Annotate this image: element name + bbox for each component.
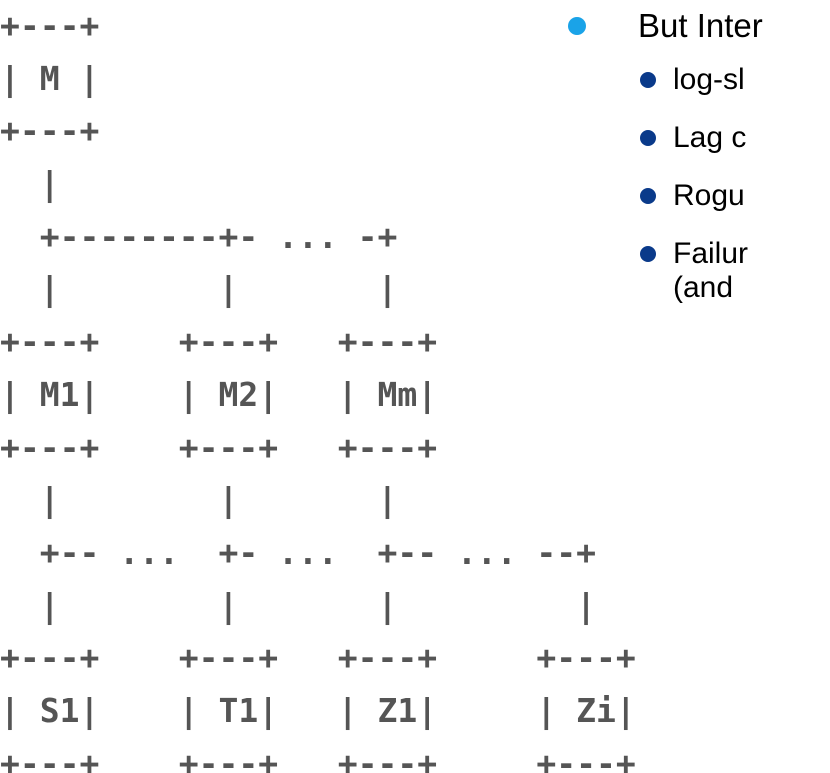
diagram-line: +--------+- ... -+: [0, 216, 398, 256]
main-bullet: But Inter: [568, 6, 763, 46]
sub-bullet-item: Lag c: [568, 121, 763, 155]
diagram-line: |: [0, 164, 60, 204]
diagram-line: | S1| | T1| | Z1| | Zi|: [0, 690, 636, 730]
diagram-line: | | |: [0, 269, 398, 309]
diagram-line: +---+: [0, 6, 100, 45]
diagram-line: | M1| | M2| | Mm|: [0, 374, 438, 414]
diagram-line: | | | |: [0, 585, 597, 625]
diagram-line: +---+ +---+ +---+: [0, 427, 438, 467]
sub-bullet-item: Rogu: [568, 179, 763, 213]
ascii-hierarchy-diagram: +---+ | M | +---+ | +--------+- ... -+ | |…: [0, 6, 636, 773]
diagram-line: +---+ +---+ +---+ +---+: [0, 743, 636, 773]
bullet-list: But Inter log-sl Lag c Rogu Failur (and: [568, 6, 763, 329]
sub-bullet-dot-icon: [640, 246, 656, 262]
sub-bullet-list: log-sl Lag c Rogu Failur (and: [568, 63, 763, 305]
diagram-line: +---+ +---+ +---+: [0, 322, 438, 362]
diagram-line: +---+ +---+ +---+ +---+: [0, 638, 636, 678]
sub-bullet-text: Lag c: [673, 121, 747, 154]
sub-bullet-continuation: (and: [673, 271, 734, 304]
sub-bullet-dot-icon: [640, 188, 656, 204]
sub-bullet-dot-icon: [640, 72, 656, 88]
sub-bullet-text: log-sl: [673, 63, 745, 96]
sub-bullet-dot-icon: [640, 130, 656, 146]
bullet-dot-icon: [568, 17, 586, 35]
diagram-line: | | |: [0, 480, 398, 520]
main-bullet-text: But Inter: [638, 7, 763, 44]
sub-bullet-text: Rogu: [673, 179, 745, 212]
diagram-line: | M |: [0, 58, 100, 98]
diagram-line: +---+: [0, 111, 100, 151]
sub-bullet-item: log-sl: [568, 63, 763, 97]
diagram-line: +-- ... +- ... +-- ... --+: [0, 532, 597, 572]
sub-bullet-item: Failur (and: [568, 237, 763, 305]
sub-bullet-text: Failur: [673, 237, 749, 270]
